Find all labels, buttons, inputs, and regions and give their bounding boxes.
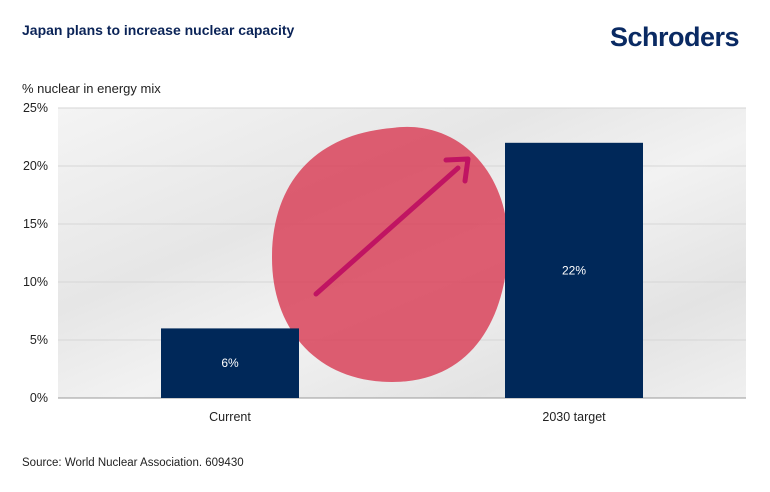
- arrow-head-icon: [443, 156, 471, 184]
- y-tick-label: 15%: [23, 217, 48, 231]
- bar-value-label: 6%: [221, 356, 239, 370]
- chart-title: Japan plans to increase nuclear capacity: [22, 22, 295, 38]
- y-tick-label: 20%: [23, 159, 48, 173]
- y-tick-label: 25%: [23, 101, 48, 115]
- y-tick-label: 0%: [30, 391, 48, 405]
- bar: [505, 142, 643, 398]
- flag-circle: [272, 126, 509, 383]
- x-tick-label: Current: [209, 410, 251, 424]
- bar-value-label: 22%: [562, 263, 586, 277]
- x-tick-label: 2030 target: [542, 410, 606, 424]
- source-note: Source: World Nuclear Association. 60943…: [22, 457, 244, 469]
- bar: [161, 328, 299, 398]
- y-axis-label: % nuclear in energy mix: [22, 81, 161, 96]
- increase-arrow: [313, 165, 461, 297]
- y-tick-label: 5%: [30, 333, 48, 347]
- brand-logo: Schroders: [610, 22, 740, 52]
- y-tick-label: 10%: [23, 275, 48, 289]
